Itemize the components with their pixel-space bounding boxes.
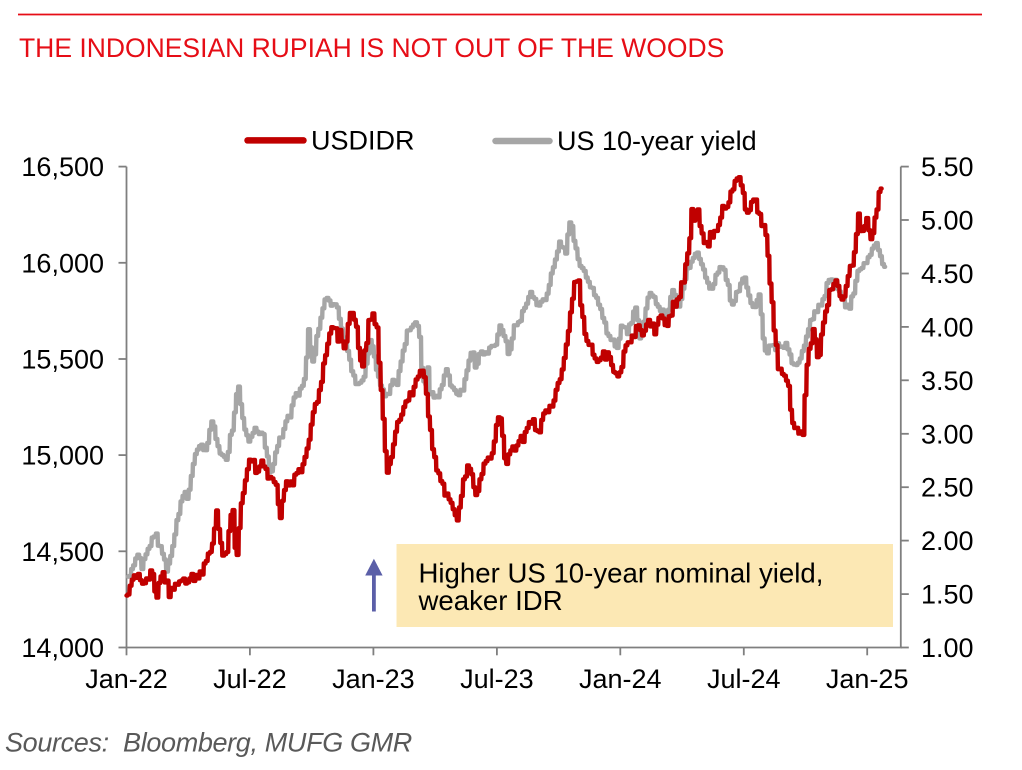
svg-text:2.00: 2.00	[921, 526, 974, 556]
svg-text:4.00: 4.00	[921, 312, 974, 342]
svg-text:Sources: Bloomberg, MUFG GMR: Sources: Bloomberg, MUFG GMR	[5, 728, 412, 758]
svg-text:US 10-year yield: US 10-year yield	[557, 126, 757, 156]
svg-text:2.50: 2.50	[921, 473, 974, 503]
svg-text:14,000: 14,000	[21, 633, 104, 663]
svg-text:3.00: 3.00	[921, 419, 974, 449]
svg-text:Jul-22: Jul-22	[213, 664, 287, 694]
svg-text:1.50: 1.50	[921, 580, 974, 610]
svg-text:4.50: 4.50	[921, 259, 974, 289]
svg-text:14,500: 14,500	[21, 537, 104, 567]
svg-text:16,000: 16,000	[21, 248, 104, 278]
svg-text:THE INDONESIAN RUPIAH IS NOT O: THE INDONESIAN RUPIAH IS NOT OUT OF THE …	[19, 33, 724, 63]
svg-text:15,000: 15,000	[21, 441, 104, 471]
svg-text:Higher US 10-year nominal yiel: Higher US 10-year nominal yield,	[419, 557, 824, 588]
svg-text:Jan-22: Jan-22	[85, 664, 168, 694]
svg-text:Jul-23: Jul-23	[460, 664, 534, 694]
svg-text:Jan-23: Jan-23	[332, 664, 415, 694]
svg-text:1.00: 1.00	[921, 633, 974, 663]
svg-text:weaker IDR: weaker IDR	[418, 585, 563, 616]
svg-text:15,500: 15,500	[21, 345, 104, 375]
svg-text:Jan-25: Jan-25	[826, 664, 909, 694]
svg-text:5.00: 5.00	[921, 206, 974, 236]
svg-text:USDIDR: USDIDR	[311, 126, 415, 156]
svg-text:5.50: 5.50	[921, 152, 974, 182]
svg-text:Jul-24: Jul-24	[707, 664, 781, 694]
svg-text:3.50: 3.50	[921, 366, 974, 396]
svg-text:16,500: 16,500	[21, 152, 104, 182]
svg-text:Jan-24: Jan-24	[579, 664, 662, 694]
